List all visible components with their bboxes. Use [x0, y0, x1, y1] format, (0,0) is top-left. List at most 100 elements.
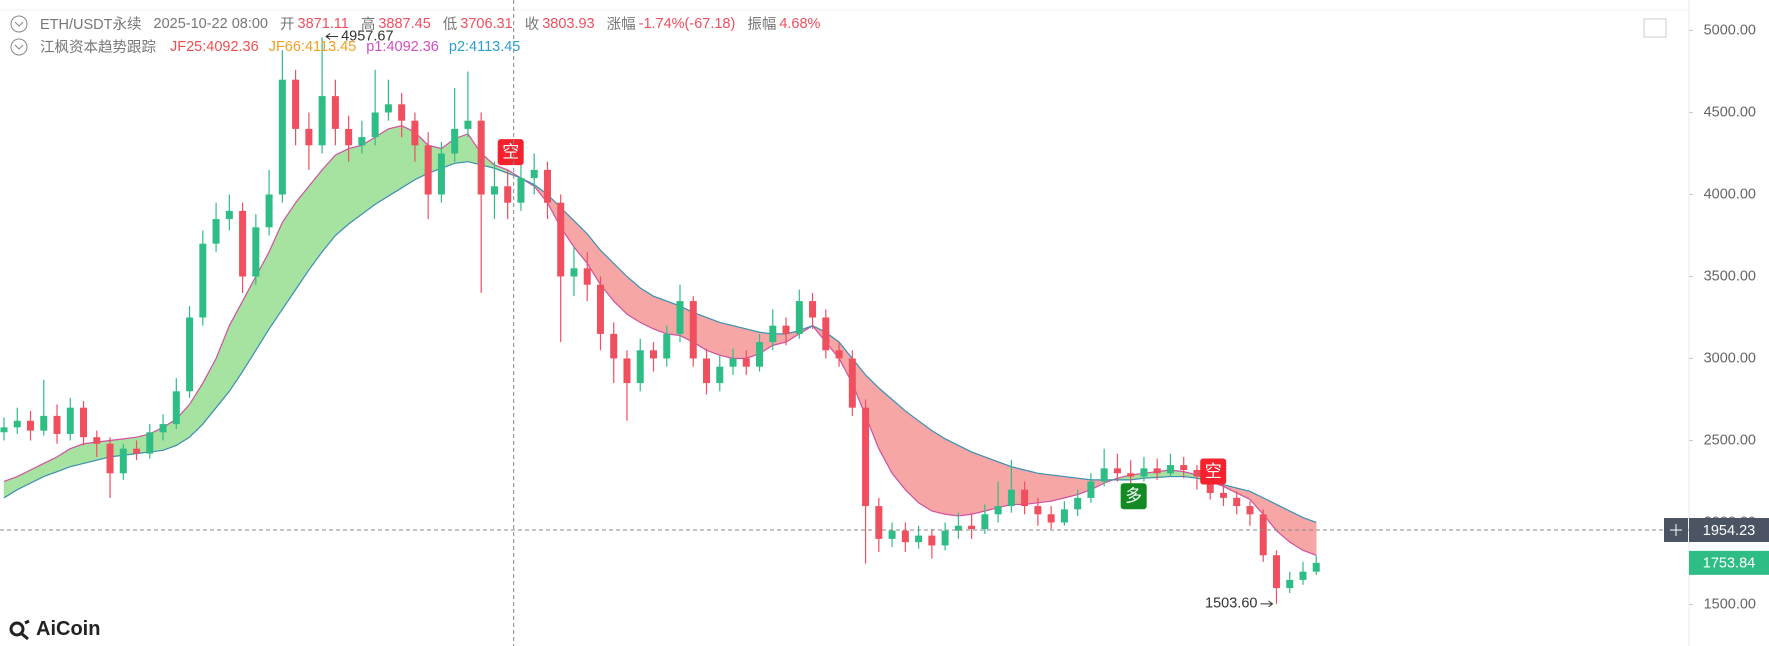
candle-body: [66, 407, 74, 434]
y-tick-label: 1500.00: [1704, 596, 1756, 612]
candle-body: [676, 301, 684, 334]
candle-body: [875, 506, 883, 539]
band-fill: [719, 322, 734, 359]
price-header: ETH/USDT永续 2025-10-22 08:00 开 3871.11 高 388…: [10, 13, 820, 34]
band-fill: [918, 420, 933, 512]
indicator-value: JF66:4113.45: [268, 38, 357, 55]
signal-box: [1200, 458, 1227, 485]
candle-body: [1219, 492, 1227, 498]
band-fill: [374, 128, 389, 205]
band-fill: [70, 443, 84, 468]
candle-body: [13, 420, 21, 428]
candle-body: [305, 128, 313, 146]
candle-body: [517, 178, 525, 203]
candle-body: [928, 535, 936, 546]
y-tick-label: 3500.00: [1704, 268, 1756, 284]
band-fill: [931, 430, 946, 515]
field-name: 低: [442, 17, 458, 33]
candle-body: [1166, 465, 1174, 474]
candle-body: [1206, 476, 1214, 493]
candle-body: [451, 128, 459, 154]
ma-line: [3, 161, 1317, 524]
indicator-value: p1:4092.36: [366, 38, 439, 55]
candle-body: [186, 317, 194, 392]
candle-body: [318, 96, 326, 146]
band-fill: [1050, 474, 1065, 502]
candle-body: [1021, 489, 1029, 507]
candle-body: [1233, 497, 1241, 507]
candle-body: [968, 525, 976, 530]
y-tick-label: 5000.00: [1704, 22, 1756, 38]
ma-line: [3, 124, 1317, 556]
band-fill: [295, 185, 310, 291]
plus-icon: [1670, 523, 1682, 536]
band-fill: [3, 476, 18, 499]
candle-body: [371, 112, 379, 138]
y-tick-label: 4500.00: [1704, 104, 1756, 120]
signal-label: 空: [502, 143, 519, 162]
candle-body: [994, 506, 1002, 515]
field-value: -1.74%(-67.18): [638, 15, 736, 32]
logo-icon: [9, 619, 30, 640]
candle-body: [437, 153, 445, 195]
candle-body: [729, 358, 737, 367]
crosshair-price: 1954.23: [1703, 523, 1755, 539]
field-name: 收: [524, 17, 540, 33]
candle-body: [27, 420, 35, 431]
candle-body: [822, 317, 830, 351]
candle-body: [411, 120, 419, 146]
arrow: [325, 33, 339, 40]
candle-body: [689, 301, 697, 359]
candle-body: [225, 210, 233, 220]
candle-body: [490, 186, 498, 195]
candle-body: [649, 350, 657, 359]
candle-body: [119, 448, 127, 474]
indicator-header: 江枫资本趋势跟踪 JF25:4092.36 JF66:4113.45 p1:4092…: [10, 36, 524, 57]
candle-body: [477, 120, 485, 195]
candle-body: [1259, 514, 1267, 556]
candle-body: [782, 325, 790, 334]
band-fill: [361, 136, 376, 215]
candle-body: [1286, 579, 1294, 589]
band-fill: [944, 438, 959, 517]
candle-body: [756, 342, 764, 367]
candle-body: [398, 104, 406, 121]
candle-body: [1007, 489, 1015, 507]
field-name: 涨幅: [606, 17, 636, 33]
field-value: 3706.31: [460, 15, 513, 32]
candle-body: [146, 432, 154, 454]
crosshair-price-box: [1689, 517, 1769, 542]
field-value: 4.68%: [779, 15, 821, 32]
candle-body: [742, 358, 750, 367]
candle-body: [716, 366, 724, 384]
candle-body: [1047, 514, 1055, 523]
candle-body: [504, 186, 512, 203]
candle-body: [1140, 468, 1148, 477]
fullscreen-button[interactable]: [1643, 18, 1667, 38]
candle-body: [623, 358, 631, 384]
band-fill: [613, 262, 628, 315]
candle-body: [239, 210, 247, 277]
candle-body: [172, 391, 180, 425]
candle-body: [610, 333, 618, 359]
candle-body: [530, 169, 538, 179]
field-name: 开: [280, 17, 295, 33]
candle-body: [941, 530, 949, 546]
extreme-label: 1503.60: [1205, 596, 1257, 612]
candle-body: [981, 514, 989, 530]
candle-body: [769, 325, 777, 343]
indicator-value: JF25:4092.36: [170, 38, 259, 55]
candle-body: [954, 525, 962, 531]
candle-body: [1153, 468, 1161, 474]
candle-body: [464, 120, 472, 129]
candle-body: [40, 415, 48, 431]
candle-body: [1180, 465, 1188, 471]
collapse-icon[interactable]: [10, 38, 28, 56]
logo: AiCoin: [8, 618, 100, 641]
candle-body: [1246, 506, 1254, 515]
collapse-icon[interactable]: [10, 15, 28, 33]
band-fill: [1302, 517, 1317, 556]
candle-body: [809, 301, 817, 318]
candle-body: [888, 530, 896, 539]
